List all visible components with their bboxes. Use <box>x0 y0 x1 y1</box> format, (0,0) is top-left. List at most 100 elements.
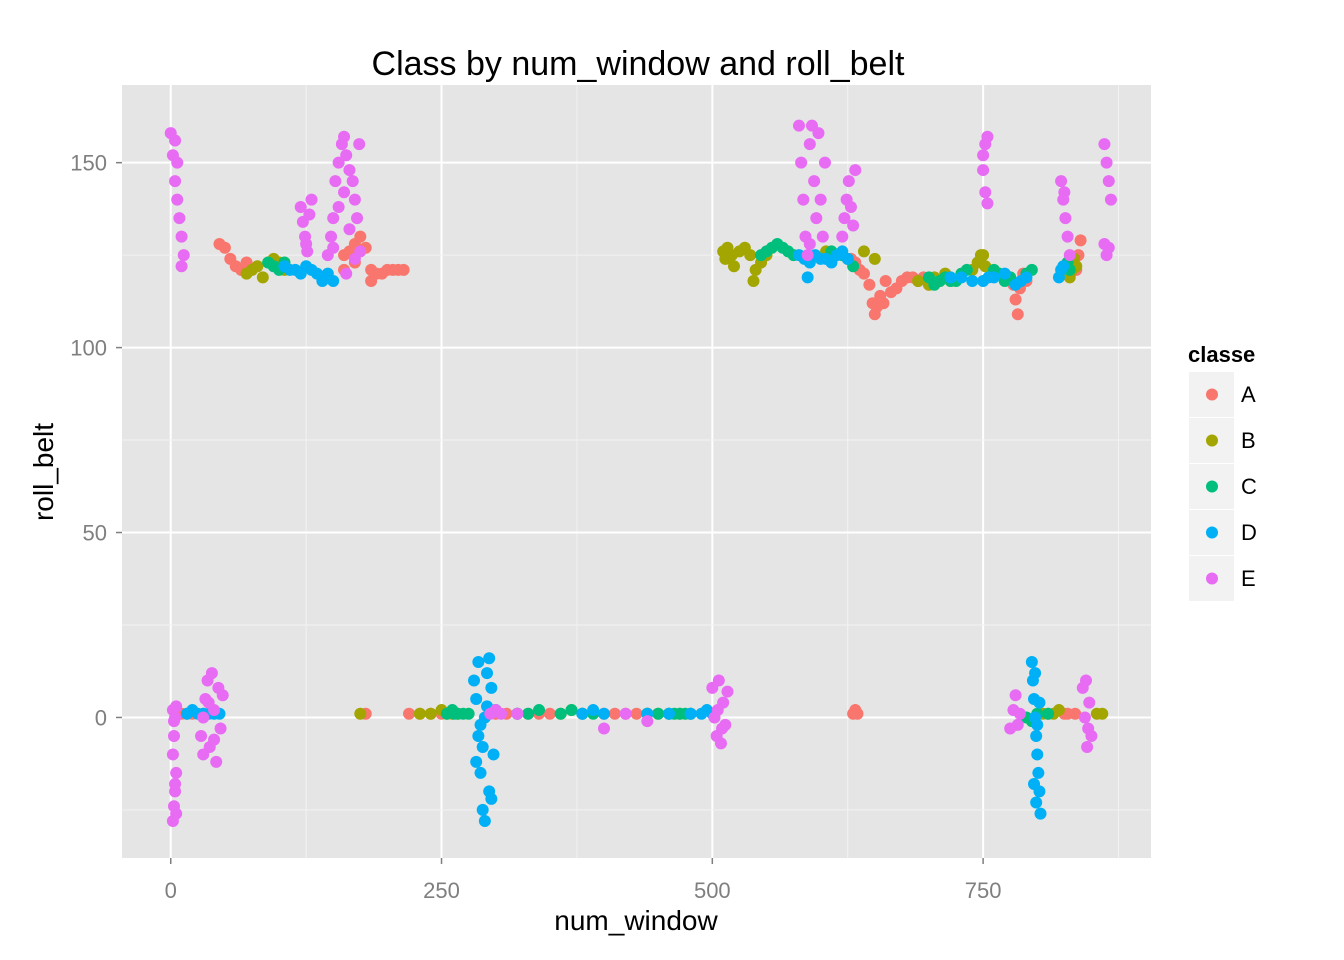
point-class-e <box>177 249 190 262</box>
point-class-e <box>721 685 734 698</box>
plot-panel <box>122 85 1151 858</box>
point-class-d <box>1030 796 1043 809</box>
point-class-c <box>565 704 578 717</box>
point-class-e <box>598 722 611 735</box>
point-class-d <box>801 271 814 284</box>
point-class-e <box>810 212 823 225</box>
y-axis-ticks: 0 50 100 150 <box>70 151 122 730</box>
point-class-d <box>1025 655 1038 668</box>
point-class-d <box>478 815 491 828</box>
y-axis-title: roll_belt <box>28 423 59 521</box>
point-class-e <box>169 175 182 188</box>
point-class-e <box>1083 696 1096 709</box>
point-class-d <box>966 275 979 288</box>
point-class-b <box>727 260 740 273</box>
point-class-b <box>868 252 881 265</box>
point-class-e <box>641 715 654 728</box>
point-class-e <box>1009 689 1022 702</box>
point-class-a <box>218 241 231 254</box>
x-axis-title: num_window <box>554 905 718 936</box>
point-class-e <box>1100 156 1113 169</box>
point-class-a <box>1011 308 1024 321</box>
point-class-d <box>587 704 600 717</box>
point-class-b <box>744 249 757 262</box>
point-class-a <box>1009 293 1022 306</box>
point-class-e <box>195 729 208 742</box>
x-axis-ticks: 0 250 500 750 <box>165 858 1001 903</box>
point-class-d <box>684 707 697 720</box>
point-class-e <box>171 193 184 206</box>
point-class-e <box>847 219 860 232</box>
legend-label-c: C <box>1241 474 1257 499</box>
point-class-d <box>1020 271 1033 284</box>
point-class-c <box>533 704 546 717</box>
legend-label-b: B <box>1241 428 1256 453</box>
point-class-e <box>325 230 338 243</box>
point-class-e <box>170 766 183 779</box>
point-class-e <box>173 212 186 225</box>
point-class-e <box>803 138 816 151</box>
point-class-e <box>338 186 351 199</box>
point-class-b <box>251 260 264 273</box>
point-class-d <box>1030 729 1043 742</box>
point-class-d <box>468 674 481 687</box>
point-class-d <box>1033 696 1046 709</box>
point-class-e <box>803 238 816 251</box>
legend-title: classe <box>1188 342 1255 367</box>
point-class-a <box>851 707 864 720</box>
legend-key-c <box>1206 480 1218 493</box>
point-class-e <box>842 175 855 188</box>
point-class-e <box>1102 175 1115 188</box>
point-class-e <box>327 241 340 254</box>
point-class-e <box>338 130 351 143</box>
legend-label-e: E <box>1241 566 1256 591</box>
point-class-a <box>543 707 556 720</box>
x-tick-label: 250 <box>423 878 460 903</box>
data-points <box>164 119 1117 828</box>
point-class-a <box>879 275 892 288</box>
legend-label-a: A <box>1241 382 1256 407</box>
point-class-e <box>1063 249 1076 262</box>
point-class-d <box>1031 748 1044 761</box>
point-class-e <box>216 689 229 702</box>
y-tick-label: 50 <box>83 521 107 546</box>
point-class-e <box>795 156 808 169</box>
point-class-d <box>470 692 483 705</box>
point-class-e <box>169 778 182 791</box>
point-class-d <box>944 271 957 284</box>
point-class-e <box>329 175 342 188</box>
point-class-e <box>343 223 356 236</box>
point-class-e <box>205 667 218 680</box>
point-class-d <box>485 792 498 805</box>
legend-key-a <box>1206 388 1218 401</box>
point-class-d <box>476 741 489 754</box>
point-class-e <box>343 164 356 177</box>
point-class-d <box>576 707 589 720</box>
point-class-e <box>1102 241 1115 254</box>
point-class-a <box>877 297 890 310</box>
point-class-b <box>977 249 990 262</box>
point-class-e <box>202 696 215 709</box>
y-tick-label: 0 <box>95 705 107 730</box>
point-class-e <box>711 704 724 717</box>
point-class-e <box>495 707 508 720</box>
point-class-b <box>857 245 870 258</box>
point-class-e <box>1058 186 1071 199</box>
point-class-e <box>348 193 361 206</box>
point-class-e <box>808 175 821 188</box>
point-class-e <box>300 238 313 251</box>
point-class-c <box>652 707 665 720</box>
point-class-e <box>197 711 210 724</box>
point-class-b <box>413 707 426 720</box>
point-class-e <box>1061 230 1074 243</box>
point-class-e <box>1011 718 1024 731</box>
point-class-a <box>863 278 876 291</box>
point-class-d <box>474 718 487 731</box>
point-class-e <box>1078 711 1091 724</box>
legend-label-d: D <box>1241 520 1257 545</box>
point-class-e <box>714 737 727 750</box>
point-class-e <box>1080 674 1093 687</box>
point-class-d <box>998 267 1011 280</box>
